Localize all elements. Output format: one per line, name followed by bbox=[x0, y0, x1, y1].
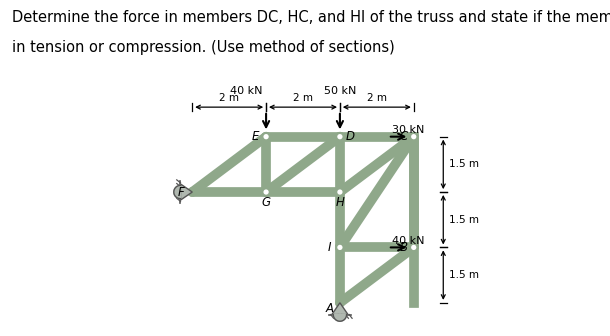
Polygon shape bbox=[181, 184, 192, 200]
Circle shape bbox=[410, 244, 417, 251]
Circle shape bbox=[410, 133, 417, 140]
Text: C: C bbox=[400, 130, 407, 143]
Circle shape bbox=[262, 188, 270, 196]
Circle shape bbox=[336, 133, 343, 140]
Polygon shape bbox=[333, 314, 346, 321]
Text: I: I bbox=[328, 241, 331, 254]
Polygon shape bbox=[174, 185, 181, 199]
Text: 2 m: 2 m bbox=[367, 93, 387, 103]
Text: D: D bbox=[346, 130, 355, 143]
Text: 2 m: 2 m bbox=[219, 93, 239, 103]
Circle shape bbox=[336, 188, 343, 196]
Text: F: F bbox=[178, 185, 185, 199]
Circle shape bbox=[336, 244, 343, 251]
Text: 30 kN: 30 kN bbox=[392, 125, 425, 135]
Text: 40 kN: 40 kN bbox=[392, 236, 425, 246]
Text: E: E bbox=[252, 130, 259, 143]
Text: 2 m: 2 m bbox=[293, 93, 313, 103]
Polygon shape bbox=[332, 303, 348, 314]
Text: 1.5 m: 1.5 m bbox=[449, 215, 479, 225]
Text: Determine the force in members DC, HC, and HI of the truss and state if the memb: Determine the force in members DC, HC, a… bbox=[12, 10, 610, 25]
Text: 1.5 m: 1.5 m bbox=[449, 270, 479, 280]
Text: 50 kN: 50 kN bbox=[324, 86, 356, 95]
Text: 40 kN: 40 kN bbox=[229, 86, 262, 95]
Text: 1.5 m: 1.5 m bbox=[449, 159, 479, 169]
Circle shape bbox=[262, 133, 270, 140]
Text: H: H bbox=[336, 196, 345, 209]
Text: B: B bbox=[400, 241, 407, 254]
Text: G: G bbox=[262, 196, 271, 209]
Text: in tension or compression. (Use method of sections): in tension or compression. (Use method o… bbox=[12, 40, 395, 55]
Text: A: A bbox=[326, 302, 334, 315]
